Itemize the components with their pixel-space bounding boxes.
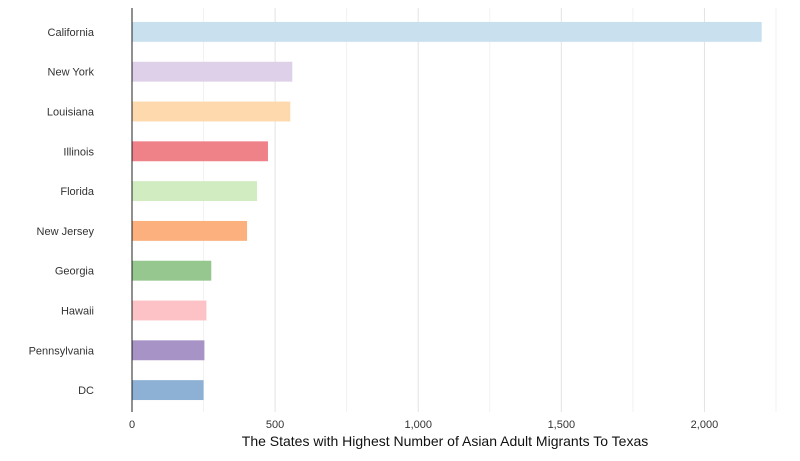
x-tick-label: 1,500: [548, 419, 576, 431]
category-label: Pennsylvania: [29, 345, 95, 357]
category-label: Florida: [60, 186, 95, 198]
bar-dc: [132, 380, 204, 401]
category-label: California: [48, 27, 95, 39]
bars: [132, 21, 762, 401]
category-label: Louisiana: [47, 107, 95, 119]
bar-new-jersey: [132, 220, 248, 241]
bar-louisiana: [132, 101, 291, 122]
x-tick-label: 500: [266, 419, 284, 431]
bar-georgia: [132, 260, 212, 281]
bar-new-york: [132, 61, 293, 82]
bar-pennsylvania: [132, 340, 205, 361]
category-label: DC: [78, 385, 94, 397]
category-label: Hawaii: [61, 306, 94, 318]
category-label: New York: [48, 67, 95, 79]
x-tick-label: 1,000: [404, 419, 432, 431]
x-tick-labels: 0 500 1,000 1,500 2,000: [129, 419, 718, 431]
x-axis-title: The States with Highest Number of Asian …: [242, 433, 648, 449]
bar-hawaii: [132, 300, 207, 321]
x-tick-label: 0: [129, 419, 135, 431]
bar-california: [132, 21, 762, 42]
bar-illinois: [132, 141, 268, 162]
x-tick-label: 2,000: [691, 419, 719, 431]
bar-florida: [132, 181, 258, 202]
category-label: Georgia: [55, 266, 95, 278]
category-labels: California New York Louisiana Illinois Flori…: [29, 27, 95, 397]
category-label: New Jersey: [37, 226, 95, 238]
category-label: Illinois: [63, 146, 94, 158]
